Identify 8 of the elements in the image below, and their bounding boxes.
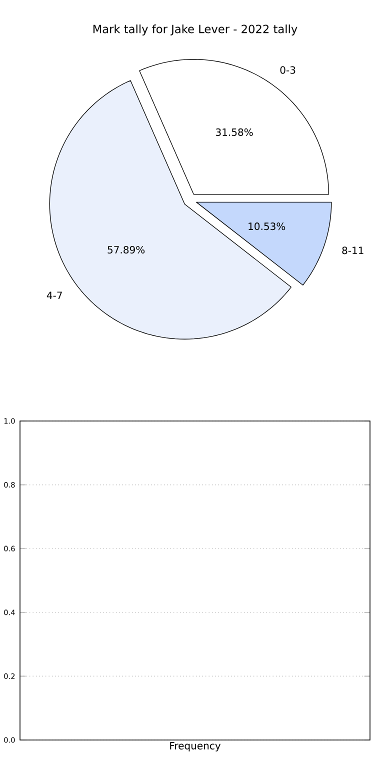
data-label: 57.89%	[108, 246, 145, 254]
data-label: 31.58%	[216, 128, 253, 136]
data-label: 10.53%	[248, 222, 286, 230]
slice-label: 4-7	[46, 292, 62, 299]
slice-label: 8-11	[342, 246, 364, 254]
slice-label: 0-3	[280, 66, 296, 74]
x-axis-title: Frequency	[170, 742, 221, 752]
chart-title: Mark tally for Jake Lever - 2022 tally	[93, 24, 298, 36]
